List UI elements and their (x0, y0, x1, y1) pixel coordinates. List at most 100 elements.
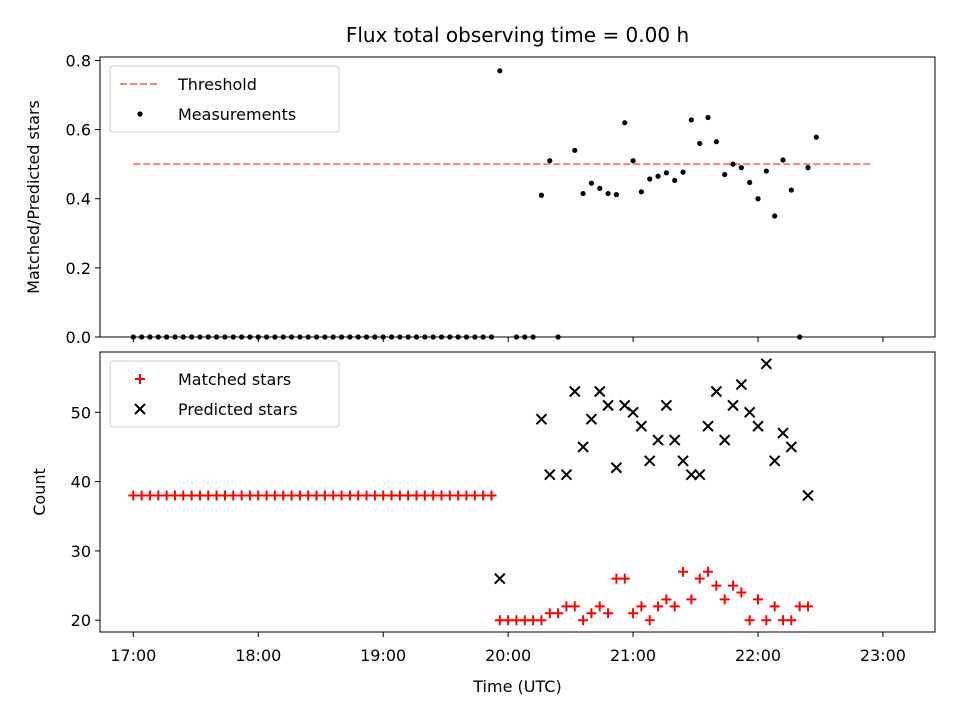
legend-label: Threshold (177, 75, 257, 94)
data-point (780, 157, 786, 163)
x-axis-label: Time (UTC) (472, 677, 561, 696)
x-tick-label: 19:00 (360, 646, 406, 665)
data-point (635, 420, 648, 432)
data-point (743, 406, 756, 419)
data-point (735, 378, 748, 391)
y-tick-label: 40 (71, 473, 91, 492)
data-point (752, 420, 764, 432)
data-point (678, 566, 689, 577)
x-tick-label: 17:00 (110, 646, 156, 665)
x-tick-label: 18:00 (235, 646, 281, 665)
data-point (802, 601, 813, 612)
legend-label: Measurements (178, 105, 296, 124)
data-point (619, 573, 630, 584)
data-point (594, 601, 605, 612)
data-point (669, 601, 680, 612)
legend-swatch (134, 403, 146, 415)
legend-swatch (135, 374, 145, 384)
data-point (727, 399, 739, 412)
data-point (672, 177, 678, 184)
data-point (486, 490, 497, 501)
data-point (652, 434, 664, 446)
data-point (535, 413, 548, 425)
legend: Threshold Measurements (109, 65, 340, 133)
data-point (603, 608, 614, 619)
data-point (785, 441, 798, 453)
y-tick-label: 0.2 (66, 259, 91, 278)
data-point (768, 455, 781, 467)
x-tick-label: 20:00 (485, 646, 531, 665)
data-point (572, 147, 578, 153)
data-point (777, 427, 789, 439)
legend-label: Predicted stars (178, 400, 298, 419)
x-tick-label: 22:00 (735, 646, 781, 665)
y-tick-label: 30 (71, 542, 91, 561)
data-point (744, 615, 755, 626)
data-point (585, 413, 598, 425)
data-point (805, 165, 811, 171)
legend-label: Matched stars (178, 370, 291, 389)
data-point (761, 615, 772, 626)
data-point (661, 594, 672, 605)
y-tick-label: 0.4 (66, 190, 91, 209)
data-point (718, 434, 731, 446)
data-point (553, 608, 564, 619)
data-point (755, 196, 761, 202)
y-tick-label: 0.0 (66, 328, 91, 347)
y-tick-label: 20 (71, 611, 91, 630)
data-point (788, 187, 794, 193)
data-point (685, 468, 698, 481)
data-point (494, 572, 506, 585)
data-point (580, 190, 586, 197)
data-point (663, 170, 669, 176)
data-point (569, 385, 581, 398)
data-point (694, 573, 705, 584)
data-point (710, 385, 723, 398)
data-point (594, 385, 606, 398)
count-panel: 20 30 40 50 17:00 18:00 19:00 20:00 21:00 22:00 23… (71, 351, 936, 665)
y-tick-label: 0.6 (66, 121, 91, 140)
legend-swatch (137, 111, 143, 117)
data-point (730, 161, 736, 167)
count-y-axis-label: Count (30, 468, 49, 516)
data-point (653, 601, 664, 612)
data-point (688, 117, 694, 123)
data-point (763, 168, 769, 174)
data-point (547, 158, 553, 164)
legend-box (109, 360, 340, 428)
data-point (738, 165, 744, 171)
x-tick-label: 23:00 (860, 646, 906, 665)
data-point (577, 441, 589, 453)
data-point (538, 192, 545, 198)
data-point (536, 615, 547, 626)
data-point (569, 601, 580, 612)
data-point (772, 213, 778, 219)
data-point (786, 615, 797, 626)
data-point (813, 134, 819, 140)
data-point (677, 455, 689, 467)
data-point (769, 601, 780, 612)
data-point (560, 468, 573, 481)
data-point (644, 615, 655, 626)
data-point (588, 180, 595, 186)
data-point (747, 179, 753, 186)
y-tick-label: 50 (71, 403, 91, 422)
data-point (722, 171, 728, 178)
data-point (713, 139, 719, 145)
data-point (753, 594, 764, 605)
data-point (728, 580, 739, 591)
data-point (760, 358, 773, 370)
ratio-panel: 0.0 0.2 0.4 0.6 0.8 Threshold Measurements (66, 51, 936, 347)
data-point (693, 468, 706, 481)
data-point (705, 114, 711, 121)
data-point (711, 580, 722, 591)
y-tick-label: 0.8 (66, 51, 91, 70)
data-point (602, 399, 614, 412)
data-point (586, 608, 597, 619)
data-point (627, 406, 639, 419)
data-point (647, 176, 653, 182)
data-point (597, 185, 603, 191)
data-point (622, 120, 628, 126)
data-point (802, 489, 814, 502)
data-point (613, 191, 620, 198)
